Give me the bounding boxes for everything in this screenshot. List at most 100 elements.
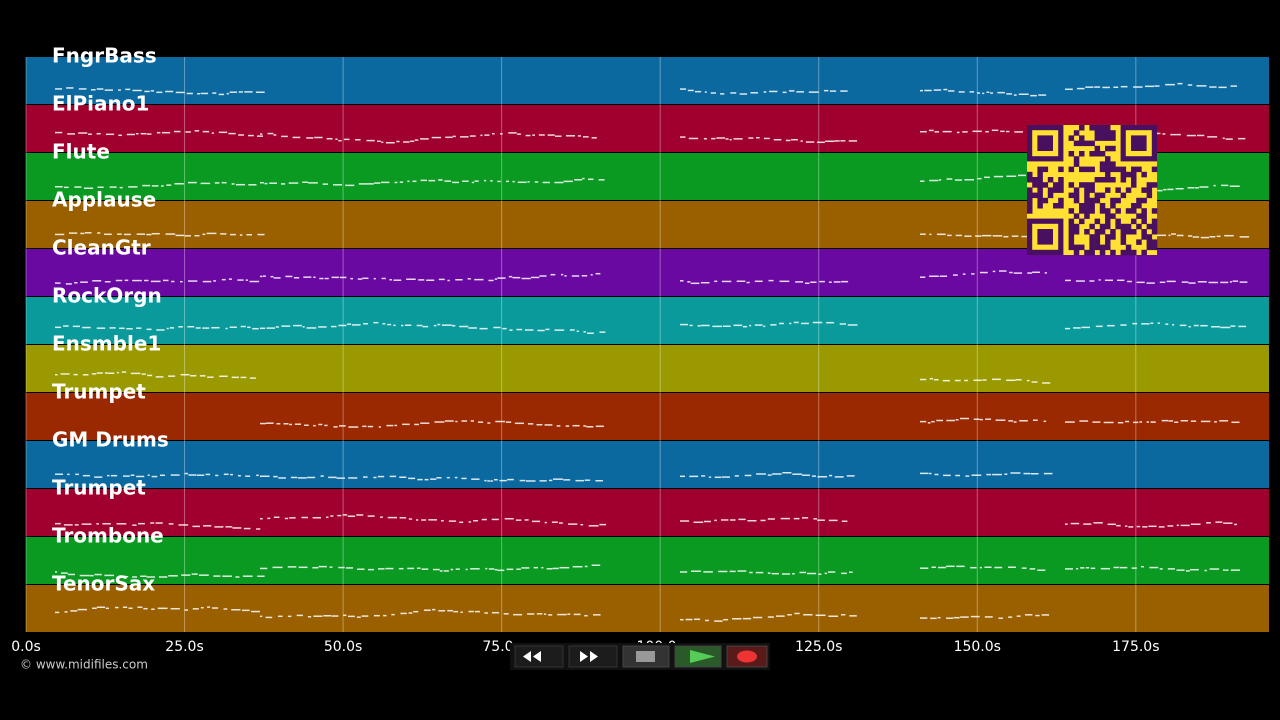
qr-module [1068, 192, 1075, 199]
qr-module [1120, 229, 1127, 235]
qr-module [1115, 166, 1121, 173]
qr-module [1058, 203, 1064, 209]
time-axis: 0.0s25.0s50.0s75.0s100.0s125.0s150.0s175… [11, 639, 1159, 655]
qr-module [1073, 223, 1080, 230]
qr-module [1151, 239, 1158, 245]
qr-module [1125, 171, 1132, 178]
qr-module [1125, 249, 1132, 256]
qr-module [1146, 234, 1153, 240]
qr-module [1131, 208, 1137, 214]
qr-module [1068, 166, 1075, 173]
qr-module [1136, 213, 1142, 219]
qr-module [1105, 234, 1111, 240]
track-label: Applause [52, 188, 156, 212]
qr-module [1037, 197, 1043, 204]
qr-module [1027, 177, 1033, 183]
record-button[interactable] [726, 645, 768, 668]
qr-module [1105, 208, 1111, 214]
qr-module [1146, 187, 1153, 193]
qr-finder [1037, 229, 1053, 245]
qr-module [1105, 177, 1111, 183]
qr-module [1073, 140, 1080, 147]
track-label: Trumpet [52, 476, 146, 500]
qr-module [1053, 187, 1059, 193]
qr-module [1141, 218, 1147, 225]
qr-module [1099, 130, 1106, 136]
qr-module [1115, 187, 1121, 193]
qr-module [1089, 151, 1095, 157]
qr-module [1032, 182, 1038, 188]
qr-module [1047, 177, 1054, 183]
qr-module [1027, 203, 1033, 209]
stop-button[interactable] [622, 645, 670, 668]
qr-module [1120, 234, 1127, 240]
qr-module [1120, 166, 1127, 173]
rewind-button[interactable] [514, 645, 564, 668]
qr-module [1099, 135, 1106, 141]
qr-module [1089, 244, 1095, 251]
qr-module [1141, 213, 1147, 219]
qr-module [1141, 249, 1147, 256]
qr-module [1084, 213, 1090, 219]
qr-module [1073, 192, 1080, 199]
qr-module [1146, 223, 1153, 230]
qr-module [1136, 223, 1142, 230]
qr-module [1125, 223, 1132, 230]
qr-module [1089, 223, 1095, 230]
play-button[interactable] [674, 645, 722, 668]
qr-module [1110, 234, 1116, 240]
qr-module [1141, 234, 1147, 240]
track-row [26, 393, 1269, 440]
track-row [26, 585, 1269, 632]
qr-finder [1131, 135, 1147, 151]
qr-module [1053, 182, 1059, 188]
qr-module [1084, 182, 1090, 188]
qr-module [1058, 187, 1064, 193]
qr-module [1151, 182, 1158, 188]
track-label: Ensmble1 [52, 332, 161, 356]
tick-label: 175.0s [1112, 639, 1159, 655]
qr-module [1089, 125, 1095, 131]
qr-module [1105, 156, 1111, 162]
qr-module [1084, 166, 1090, 173]
qr-module [1120, 223, 1127, 230]
qr-module [1105, 223, 1111, 230]
qr-module [1141, 208, 1147, 214]
qr-module [1146, 239, 1153, 245]
qr-module [1042, 182, 1049, 188]
track-label: Trombone [52, 524, 164, 548]
qr-module [1058, 182, 1064, 188]
qr-module [1131, 182, 1137, 188]
qr-module [1136, 239, 1142, 245]
qr-module [1146, 244, 1153, 251]
qr-module [1037, 192, 1043, 199]
qr-module [1105, 125, 1111, 131]
qr-module [1084, 208, 1090, 214]
qr-module [1141, 229, 1147, 235]
qr-module [1068, 229, 1075, 235]
qr-module [1089, 166, 1095, 173]
qr-module [1089, 203, 1095, 209]
qr-module [1089, 239, 1095, 245]
qr-module [1105, 145, 1111, 152]
qr-module [1120, 177, 1127, 183]
track-row [26, 489, 1269, 536]
qr-module [1094, 192, 1101, 199]
qr-module [1105, 166, 1111, 173]
qr-module [1079, 218, 1085, 225]
track-row [26, 297, 1269, 344]
qr-module [1120, 239, 1127, 245]
qr-module [1073, 197, 1080, 204]
qr-module [1079, 140, 1085, 147]
fast-forward-button[interactable] [568, 645, 618, 668]
qr-module [1110, 166, 1116, 173]
qr-module [1105, 239, 1111, 245]
qr-module [1151, 223, 1158, 230]
qr-module [1141, 197, 1147, 204]
qr-module [1136, 166, 1142, 173]
qr-module [1110, 203, 1116, 209]
qr-module [1094, 244, 1101, 251]
qr-module [1058, 197, 1064, 204]
